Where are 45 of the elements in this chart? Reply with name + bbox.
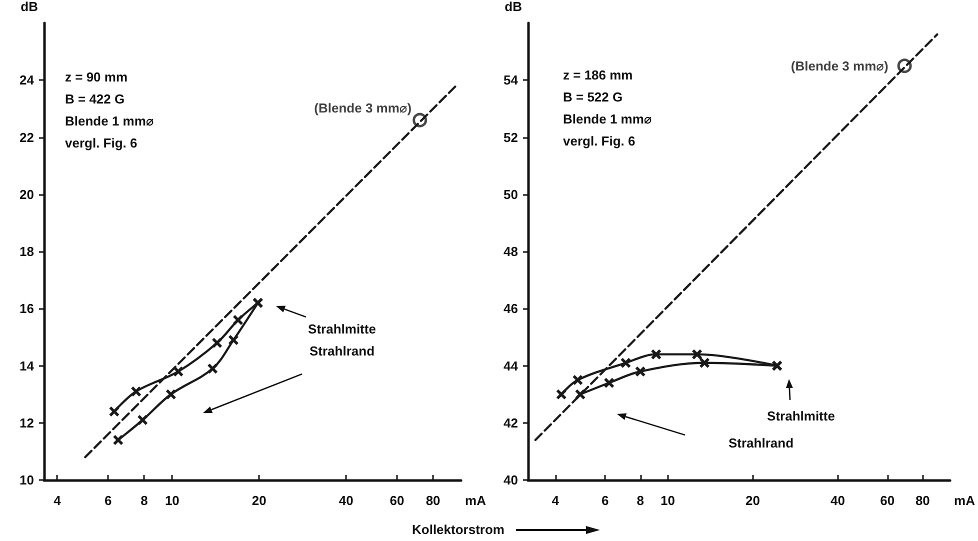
- x-tick-label: 40: [338, 493, 354, 508]
- x-tick-label: 20: [252, 493, 266, 508]
- y-tick-label: 22: [20, 130, 34, 145]
- x-tick-label: 80: [426, 493, 440, 508]
- x-axis-title: mA: [954, 493, 976, 508]
- x-tick-label: 6: [601, 493, 609, 508]
- y-tick-label: 40: [504, 472, 518, 488]
- annotation: Strahlmitte: [308, 322, 376, 336]
- x-tick-label: 60: [390, 493, 404, 508]
- y-tick-label: 10: [20, 472, 34, 488]
- x-tick-label: 80: [915, 493, 930, 508]
- annotation: Strahlmitte: [767, 408, 835, 424]
- annotation: Strahlrand: [309, 344, 375, 358]
- series-label: (Blende 3 mm⌀): [314, 100, 412, 116]
- y-axis-title: dB: [504, 0, 522, 14]
- x-tick-label: 4: [552, 493, 560, 508]
- y-tick-label: 24: [20, 72, 35, 88]
- y-tick-label: 54: [504, 72, 519, 88]
- x-axis-title: mA: [465, 493, 487, 508]
- x-tick-label: 40: [830, 493, 845, 508]
- y-tick-label: 44: [504, 358, 519, 374]
- y-tick-label: 52: [504, 130, 518, 145]
- y-tick-label: 12: [20, 415, 34, 430]
- text: Kollektorstrom: [412, 522, 504, 537]
- y-tick-label: 46: [504, 301, 518, 316]
- series-label: (Blende 3 mm⌀): [790, 58, 888, 74]
- y-tick-label: 50: [504, 186, 518, 202]
- y-axis-title: dB: [20, 0, 38, 14]
- annotation: Strahlrand: [728, 436, 794, 450]
- y-tick-label: 16: [20, 301, 34, 316]
- y-tick-label: 48: [504, 244, 518, 259]
- x-tick-label: 10: [660, 493, 675, 508]
- annotation: z = 186 mm B = 522 G Blende 1 mm⌀ vergl. Fig. 6: [563, 68, 652, 148]
- x-tick-label: 60: [880, 493, 895, 508]
- y-tick-label: 14: [20, 358, 35, 374]
- y-tick-label: 42: [504, 415, 518, 430]
- y-tick-label: 18: [20, 244, 34, 259]
- x-tick-label: 8: [636, 493, 644, 508]
- x-tick-label: 8: [140, 493, 148, 508]
- x-tick-label: 10: [164, 493, 180, 508]
- y-tick-label: 20: [20, 186, 34, 202]
- x-tick-label: 4: [54, 493, 62, 508]
- x-tick-label: 20: [745, 493, 760, 508]
- annotation: z = 90 mm B = 422 G Blende 1 mm⌀ vergl. Fig. 6: [65, 70, 154, 150]
- x-tick-label: 6: [104, 493, 112, 508]
